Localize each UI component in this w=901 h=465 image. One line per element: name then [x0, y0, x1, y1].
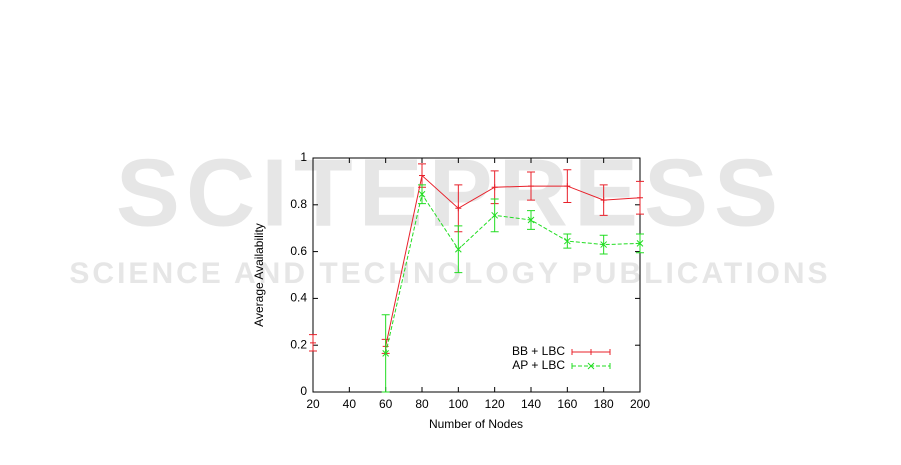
- point-marker: [419, 172, 425, 179]
- x-tick-label: 100: [448, 397, 468, 411]
- plot-frame: [312, 157, 641, 393]
- point-marker: [382, 350, 390, 357]
- point-marker: [310, 339, 316, 346]
- series-line: [385, 193, 641, 354]
- point-marker: [491, 211, 499, 219]
- y-tick-label: 0.6: [290, 244, 307, 258]
- point-marker: [600, 241, 608, 248]
- series-line: [385, 174, 641, 347]
- point-marker: [528, 183, 534, 190]
- legend-label: AP + LBC: [512, 358, 565, 372]
- watermark-subtitle: SCIENCE AND TECHNOLOGY PUBLICATIONS: [69, 257, 830, 290]
- point-marker: [454, 245, 462, 253]
- x-tick-label: 160: [557, 397, 577, 411]
- x-tick-label: 180: [594, 397, 614, 411]
- point-marker: [637, 194, 643, 201]
- y-tick-label: 0.4: [290, 291, 307, 305]
- point-marker: [418, 190, 426, 198]
- legend-swatch: [571, 362, 611, 370]
- y-tick-label: 0.2: [290, 337, 307, 351]
- watermark-title: SCITEPRESS: [116, 139, 784, 246]
- point-marker: [563, 237, 571, 245]
- point-marker: [600, 197, 607, 204]
- y-tick-label: 1: [300, 150, 307, 164]
- x-tick-label: 80: [415, 397, 429, 411]
- x-tick-label: 20: [306, 397, 320, 411]
- x-tick-label: 120: [485, 397, 505, 411]
- legend-swatch: [571, 349, 611, 355]
- x-tick-label: 200: [630, 397, 650, 411]
- y-tick-label: 0.8: [290, 197, 307, 211]
- legend-label: BB + LBC: [512, 344, 565, 358]
- point-marker: [564, 183, 571, 190]
- x-tick-label: 40: [343, 397, 357, 411]
- point-marker: [455, 205, 462, 212]
- y-tick-label: 0: [300, 384, 307, 398]
- y-axis-label: Average Availability: [252, 223, 266, 327]
- x-axis-label: Number of Nodes: [429, 417, 523, 431]
- x-tick-label: 60: [379, 397, 393, 411]
- x-tick-label: 140: [521, 397, 541, 411]
- point-marker: [491, 184, 498, 191]
- point-marker: [636, 240, 644, 247]
- point-marker: [527, 216, 535, 224]
